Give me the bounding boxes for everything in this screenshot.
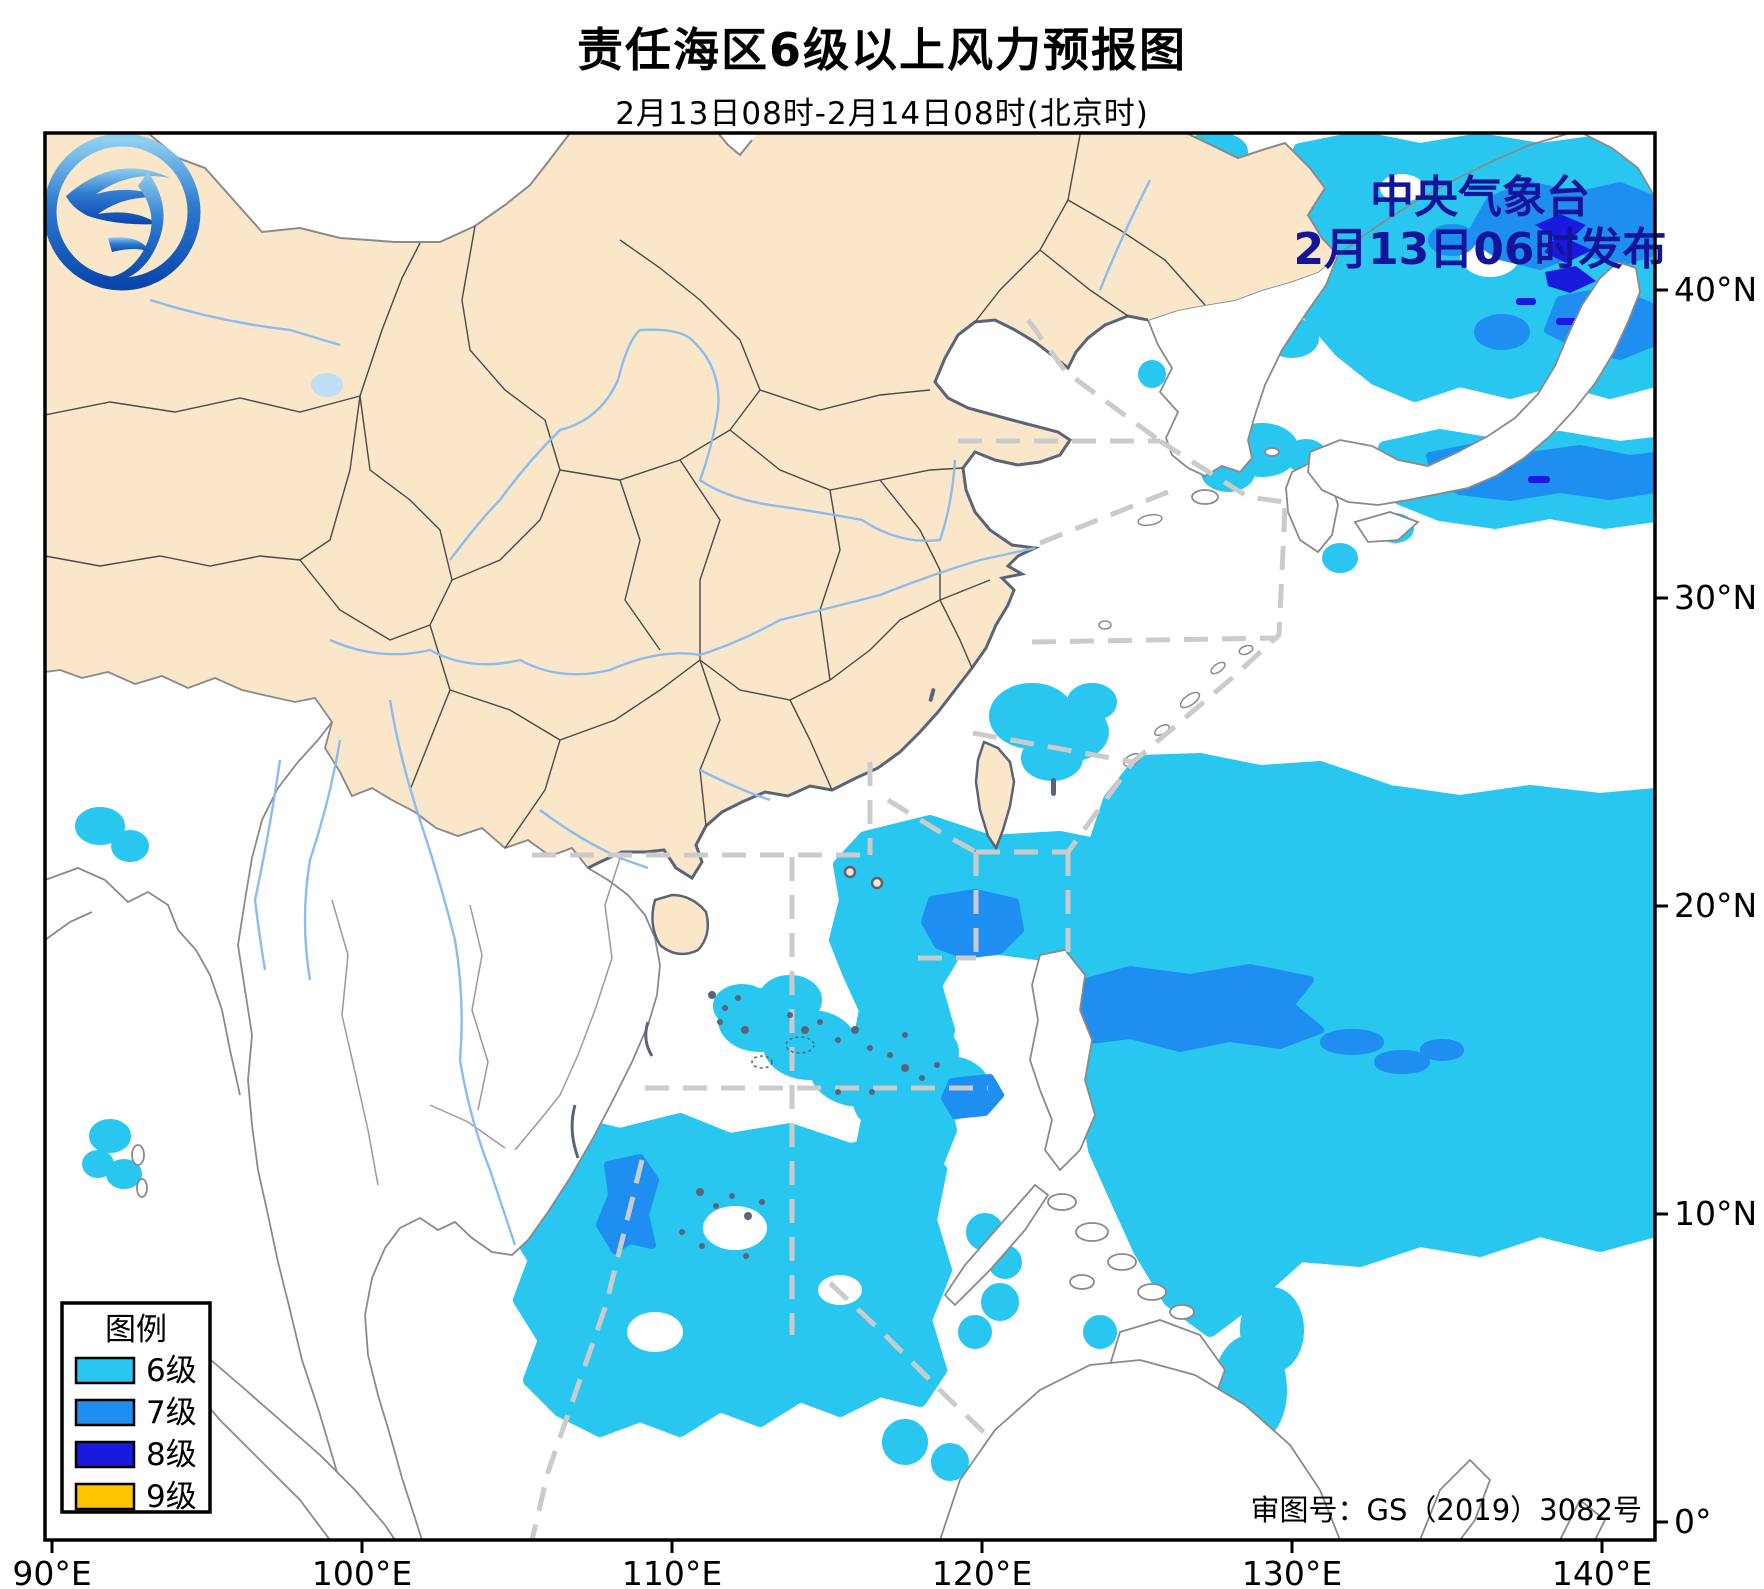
- map-frame: [43, 131, 1657, 1542]
- legend-label-force9: 9级: [146, 1479, 197, 1515]
- lon-tick-label: 140°E: [1552, 1554, 1652, 1589]
- palawan-island: [943, 1183, 1050, 1307]
- legend-swatch-force6: [74, 1356, 136, 1385]
- legend-title: 图例: [105, 1312, 167, 1348]
- scs-islets: [679, 688, 1056, 1259]
- axis-ticks: [50, 288, 1668, 1553]
- rivers: [149, 179, 1152, 1246]
- cma-logo: [43, 133, 201, 291]
- province-borders: [45, 134, 1206, 849]
- issuer-name: 中央气象台: [1370, 172, 1590, 223]
- scs-reef-outlines: [751, 1036, 815, 1069]
- honshu-island: [1307, 260, 1641, 506]
- issuer-block: 中央气象台 2月13日06时发布: [1293, 172, 1666, 275]
- page-subtitle: 2月13日08时-2月14日08时(北京时): [615, 96, 1149, 132]
- sea-internal-borders: [331, 851, 623, 1186]
- lat-tick-label: 0°: [1674, 1502, 1712, 1541]
- liao-river: [1098, 179, 1152, 291]
- legend-label-force7: 7级: [146, 1395, 197, 1431]
- map-plot-area: [45, 133, 1655, 1540]
- lon-tick-label: 120°E: [932, 1554, 1032, 1589]
- legend-swatch-force9: [74, 1482, 136, 1511]
- map-review-number: 审图号：GS（2019）3082号: [1251, 1493, 1643, 1527]
- scs-reef-arcs: [570, 1021, 654, 1159]
- lat-tick-label: 30°N: [1674, 578, 1757, 617]
- lon-tick-label: 130°E: [1242, 1554, 1342, 1589]
- lat-tick-label: 20°N: [1674, 886, 1757, 925]
- lat-tick-label: 10°N: [1674, 1194, 1757, 1233]
- salween-river: [303, 739, 342, 981]
- map-header: 责任海区6级以上风力预报图 2月13日08时-2月14日08时(北京时): [0, 0, 1764, 133]
- lon-tick-label: 100°E: [312, 1554, 412, 1589]
- issue-time: 2月13日06时发布: [1293, 224, 1666, 275]
- legend-swatch-force8: [74, 1440, 136, 1469]
- china-islands: [651, 740, 1016, 956]
- foreign-land: [131, 133, 1655, 1540]
- lon-tick-label: 90°E: [12, 1554, 91, 1589]
- wind-area-gaps: [627, 174, 1520, 1352]
- irrawaddy-river: [253, 759, 282, 971]
- shikoku-island: [1353, 511, 1420, 543]
- lon-tick-label: 110°E: [622, 1554, 722, 1589]
- jeju-island: [1191, 489, 1219, 505]
- hokkaido-island: [1581, 133, 1655, 201]
- lat-tick-label: 40°N: [1674, 270, 1757, 309]
- sea-zone-boundaries: [529, 318, 1293, 1540]
- yellow-river: [449, 328, 957, 561]
- hainan-island: [651, 893, 709, 956]
- pearl-river: [699, 768, 771, 802]
- bengal-coastlines: [45, 867, 241, 1096]
- longitude-axis: 90°E 100°E 110°E 120°E 130°E 140°E: [12, 1554, 1652, 1589]
- legend: 图例 6级 7级 8级 9级: [60, 1301, 212, 1515]
- yangtze-river: [329, 546, 1036, 676]
- tarim-river: [149, 298, 341, 347]
- china-land: [45, 133, 1338, 878]
- latitude-axis: 40°N 30°N 20°N 10°N 0°: [1674, 270, 1757, 1541]
- page-title: 责任海区6级以上风力预报图: [576, 23, 1187, 77]
- legend-label-force6: 6级: [146, 1353, 197, 1389]
- legend-swatch-force7: [74, 1398, 136, 1427]
- qinghai-lake: [311, 373, 343, 397]
- ryukyu-islands: [1098, 513, 1254, 767]
- sumatra-island: [188, 1353, 397, 1540]
- borneo-island: [939, 1359, 1341, 1540]
- luzon-island: [1029, 949, 1096, 1172]
- taiwan-island: [974, 740, 1016, 851]
- mekong-river: [388, 699, 517, 1246]
- legend-label-force8: 8级: [146, 1437, 197, 1473]
- north-borders: [45, 133, 1571, 869]
